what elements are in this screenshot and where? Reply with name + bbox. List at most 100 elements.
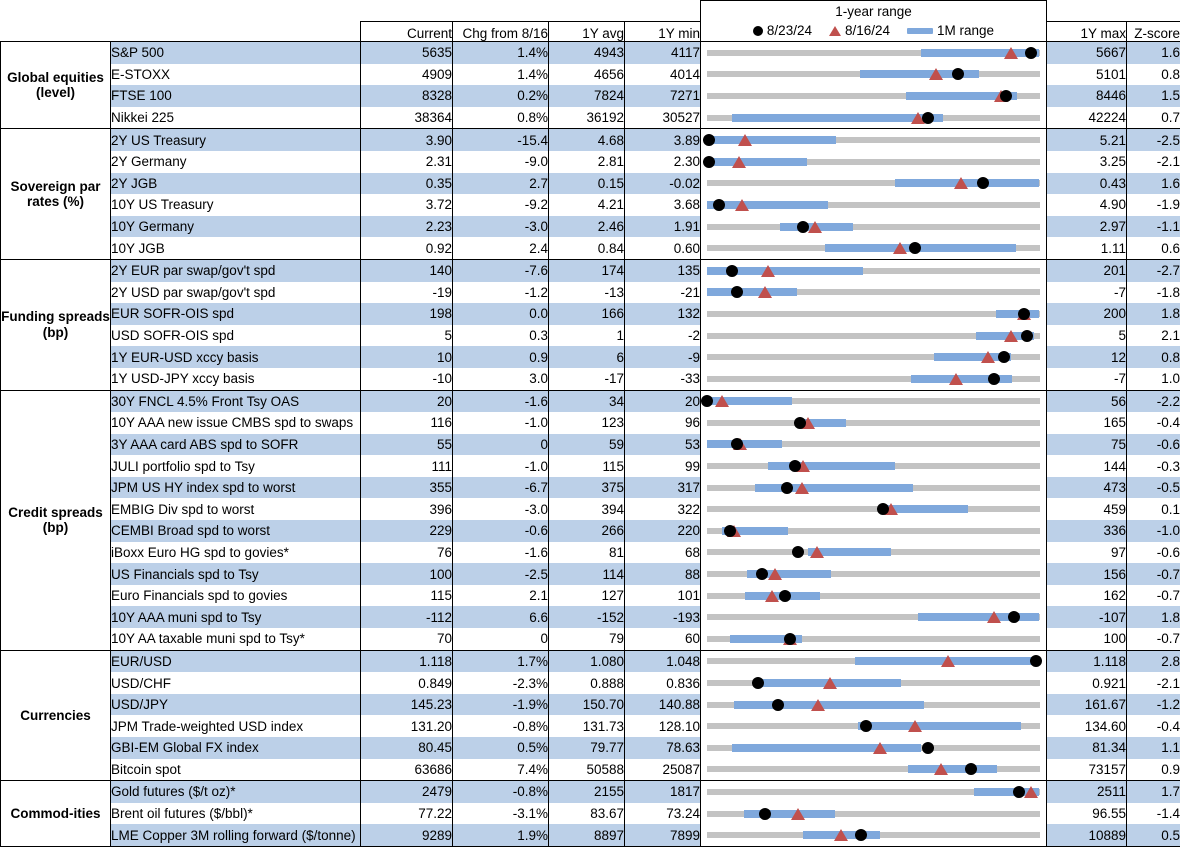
row-instrument-name: E-STOXX — [110, 63, 361, 86]
black-circle-marker — [797, 220, 810, 233]
cell-chg-from-8-16: 2.4 — [452, 237, 549, 260]
range-chart-cell — [700, 40, 1047, 64]
section-category-label: Funding spreads (bp) — [0, 258, 111, 391]
row-instrument-name: JPM US HY index spd to worst — [110, 476, 361, 499]
cell-1y-min: -2 — [624, 324, 701, 347]
range-chart-cell — [700, 303, 1047, 325]
cell-zscore: -1.4 — [1126, 802, 1180, 825]
row-instrument-name: JPM Trade-weighted USD index — [110, 715, 361, 737]
cell-current: -112 — [360, 606, 453, 629]
range-chart-cell — [700, 672, 1047, 694]
row-instrument-name: 10Y JGB — [110, 237, 361, 260]
row-instrument-name: S&P 500 — [110, 40, 361, 64]
column-header-1y-min[interactable]: 1Y min — [624, 20, 701, 42]
cell-current: -10 — [360, 367, 453, 391]
range-chart-cell — [700, 85, 1047, 107]
cell-zscore: 2.8 — [1126, 649, 1180, 673]
cell-1y-min: 99 — [624, 455, 701, 477]
black-circle-marker — [755, 568, 768, 581]
row-instrument-name: 10Y AAA muni spd to Tsy — [110, 606, 361, 629]
cell-chg-from-8-16: -3.0 — [452, 498, 549, 521]
cell-zscore: -2.1 — [1126, 672, 1180, 694]
cell-1y-max: 5667 — [1046, 40, 1127, 64]
range-chart-cell — [700, 63, 1047, 86]
cell-zscore: -1.1 — [1126, 215, 1180, 238]
red-triangle-marker — [980, 351, 995, 364]
row-instrument-name: Nikkei 225 — [110, 106, 361, 130]
cell-1y-max: 134.60 — [1046, 715, 1127, 737]
cell-chg-from-8-16: 2.7 — [452, 172, 549, 195]
row-instrument-name: 2Y JGB — [110, 172, 361, 195]
cell-zscore: 1.8 — [1126, 606, 1180, 629]
table-row: 10Y AAA new issue CMBS spd to swaps 116 -1… — [1, 412, 1180, 434]
column-header-zscore[interactable]: Z-score — [1126, 20, 1180, 42]
cell-1y-avg: 150.70 — [548, 693, 625, 716]
cell-chg-from-8-16: -7.6 — [452, 258, 549, 282]
one-year-range-track — [707, 788, 1040, 795]
cell-1y-min: 317 — [624, 476, 701, 499]
row-instrument-name: GBI-EM Global FX index — [110, 737, 361, 759]
cell-zscore: 0.1 — [1126, 498, 1180, 521]
cell-current: 115 — [360, 584, 453, 607]
black-circle-marker — [908, 242, 921, 255]
table-row: Credit spreads (bp) 30Y FNCL 4.5% Front Ts… — [0, 389, 1180, 651]
cell-1y-max: 5.21 — [1046, 128, 1127, 151]
cell-chg-from-8-16: -9.2 — [452, 194, 549, 216]
legend-label-triangle: 8/16/24 — [844, 23, 891, 39]
black-circle-marker — [712, 198, 725, 211]
range-chart-cell — [700, 824, 1047, 847]
black-circle-marker — [921, 111, 934, 124]
cell-1y-min: 4014 — [624, 63, 701, 86]
cell-1y-max: 161.67 — [1046, 693, 1127, 716]
cell-zscore: -0.7 — [1126, 563, 1180, 585]
black-circle-marker — [998, 351, 1011, 364]
one-year-range-track — [707, 571, 1040, 578]
column-header-1y-max[interactable]: 1Y max — [1046, 20, 1127, 42]
table-row: Sovereign par rates (%) 2Y US Treasury 3.90… — [0, 128, 1180, 260]
cell-1y-max: 1.11 — [1046, 237, 1127, 260]
cell-1y-max: 5101 — [1046, 63, 1127, 86]
cell-1y-avg: 123 — [548, 412, 625, 434]
cell-1y-max: 12 — [1046, 346, 1127, 368]
one-month-range-bar — [731, 113, 943, 122]
table-row: Funding spreads (bp) 2Y EUR par swap/gov't… — [0, 258, 1180, 391]
one-month-range-bar — [707, 200, 829, 209]
cell-chg-from-8-16: -15.4 — [452, 128, 549, 151]
range-chart-cell — [700, 106, 1047, 130]
row-instrument-name: JULI portfolio spd to Tsy — [110, 455, 361, 477]
cell-1y-avg: 0.15 — [548, 172, 625, 195]
row-instrument-name: 10Y AA taxable muni spd to Tsy* — [110, 628, 361, 651]
table-row: 2Y JGB 0.35 2.7 0.15 -0.02 0.43 1.6 — [1, 172, 1180, 195]
one-year-range-track — [707, 506, 1040, 513]
one-year-range-track — [707, 289, 1040, 296]
cell-chg-from-8-16: -2.3% — [452, 672, 549, 694]
column-header-current[interactable]: Current — [360, 20, 453, 42]
column-header-1y-avg[interactable]: 1Y avg — [548, 20, 625, 42]
cell-current: 70 — [360, 628, 453, 651]
red-triangle-marker — [910, 111, 925, 124]
one-year-range-track — [707, 201, 1040, 208]
cell-chg-from-8-16: -0.6 — [452, 520, 549, 542]
one-year-range-track — [707, 398, 1040, 405]
cell-chg-from-8-16: -1.6 — [452, 541, 549, 564]
one-month-range-bar — [799, 418, 847, 427]
cell-1y-avg: -13 — [548, 281, 625, 304]
table-row: USD/CHF 0.849 -2.3% 0.888 0.836 0.921 -2.1 — [1, 672, 1180, 694]
cell-1y-min: 3.89 — [624, 128, 701, 151]
row-instrument-name: EMBIG Div spd to worst — [110, 498, 361, 521]
cell-1y-min: 0.836 — [624, 672, 701, 694]
column-header-chg[interactable]: Chg from 8/16 — [452, 20, 549, 42]
black-circle-marker — [999, 89, 1012, 102]
cell-current: 76 — [360, 541, 453, 564]
cell-1y-min: 322 — [624, 498, 701, 521]
cell-1y-max: 0.43 — [1046, 172, 1127, 195]
table-row: FTSE 100 8328 0.2% 7824 7271 8446 1.5 — [1, 85, 1180, 107]
cell-current: 80.45 — [360, 737, 453, 759]
cell-1y-avg: 81 — [548, 541, 625, 564]
range-chart-cell — [700, 433, 1047, 456]
header-spacer-max — [1046, 0, 1127, 21]
one-year-range-track — [707, 223, 1040, 230]
cell-1y-avg: 0.888 — [548, 672, 625, 694]
one-month-range-bar — [755, 483, 913, 492]
